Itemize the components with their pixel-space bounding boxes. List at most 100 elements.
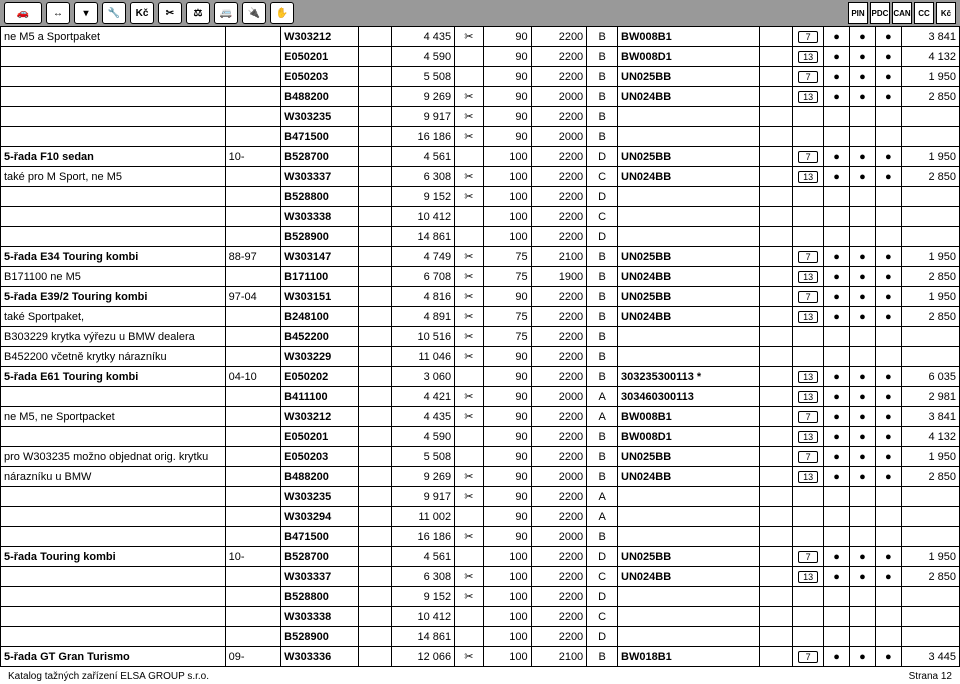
cell: ●: [875, 67, 901, 87]
cell: [850, 627, 876, 647]
page-label: Strana 12: [909, 671, 952, 682]
cell: 1 950: [901, 547, 959, 567]
cell: BW008B1: [618, 27, 760, 47]
cell: [358, 87, 391, 107]
cell: [225, 387, 281, 407]
cell: [824, 587, 850, 607]
cell: [901, 127, 959, 147]
cell: [824, 127, 850, 147]
cell: 90: [483, 467, 531, 487]
cell: [358, 187, 391, 207]
tag-pin: PIN: [848, 2, 868, 24]
tag-cc: CC: [914, 2, 934, 24]
cell: [618, 127, 760, 147]
cell: ●: [850, 567, 876, 587]
cell: D: [587, 627, 618, 647]
cell: [875, 627, 901, 647]
cell: [455, 427, 483, 447]
table-row: W30333810 4121002200C: [1, 607, 960, 627]
cell: 2200: [531, 227, 587, 247]
cell: ●: [850, 547, 876, 567]
cell: 90: [483, 367, 531, 387]
cell: 1 950: [901, 247, 959, 267]
cell: [358, 447, 391, 467]
table-row: B5288009 152✂1002200D: [1, 587, 960, 607]
cell: [875, 347, 901, 367]
cell: 5-řada F10 sedan: [1, 147, 226, 167]
cell: BW018B1: [618, 647, 760, 667]
cell: 100: [483, 207, 531, 227]
cell: 100: [483, 567, 531, 587]
table-row: pro W303235 možno objednat orig. krytkuE…: [1, 447, 960, 467]
cell: E050203: [281, 67, 359, 87]
cell: ✂: [455, 247, 483, 267]
cell: 2200: [531, 407, 587, 427]
cell: [759, 167, 792, 187]
table-row: B47150016 186✂902000B: [1, 527, 960, 547]
cell: [850, 607, 876, 627]
cell: ●: [875, 547, 901, 567]
cell: [824, 607, 850, 627]
cell: [850, 127, 876, 147]
cell: [793, 587, 824, 607]
cell: 4 435: [392, 407, 455, 427]
table-row: B171100 ne M5B1711006 708✂751900BUN024BB…: [1, 267, 960, 287]
cell: [225, 407, 281, 427]
table-row: 5-řada F10 sedan10-B5287004 5611002200DU…: [1, 147, 960, 167]
kc-icon: Kč: [130, 2, 154, 24]
cell: [875, 127, 901, 147]
scissors-icon: ✂: [158, 2, 182, 24]
cell: [793, 207, 824, 227]
cell: 5-řada E39/2 Touring kombi: [1, 287, 226, 307]
cell: 75: [483, 267, 531, 287]
cell: [455, 507, 483, 527]
cell: [824, 507, 850, 527]
cell: BW008B1: [618, 407, 760, 427]
cell: [759, 587, 792, 607]
cell: 3 060: [392, 367, 455, 387]
cell: 10-: [225, 147, 281, 167]
cell: ●: [824, 167, 850, 187]
cell: 10 516: [392, 327, 455, 347]
cell: 2200: [531, 187, 587, 207]
cell: [824, 187, 850, 207]
cell: ●: [875, 427, 901, 447]
cell: 2200: [531, 27, 587, 47]
cell: ●: [875, 167, 901, 187]
cell: [875, 227, 901, 247]
tool-icon: 🔧: [102, 2, 126, 24]
cell: 2000: [531, 467, 587, 487]
cell: [358, 387, 391, 407]
cell: BW008D1: [618, 47, 760, 67]
cell: 2 850: [901, 467, 959, 487]
cell: W303235: [281, 487, 359, 507]
cell: 2200: [531, 587, 587, 607]
cell: [759, 47, 792, 67]
cell: 13: [793, 567, 824, 587]
tag-can: CAN: [892, 2, 912, 24]
cell: 4 132: [901, 427, 959, 447]
cell: 1 950: [901, 447, 959, 467]
cell: C: [587, 567, 618, 587]
cell: W303294: [281, 507, 359, 527]
cell: ✂: [455, 267, 483, 287]
cell: [824, 227, 850, 247]
cell: D: [587, 587, 618, 607]
cell: [901, 507, 959, 527]
cell: ●: [875, 407, 901, 427]
cell: ✂: [455, 487, 483, 507]
cell: [759, 107, 792, 127]
cell: 2 850: [901, 307, 959, 327]
cell: [759, 547, 792, 567]
cell: [759, 487, 792, 507]
cell: ●: [875, 567, 901, 587]
cell: [875, 507, 901, 527]
table-row: B303229 krytka výřezu u BMW dealeraB4522…: [1, 327, 960, 347]
cell: ●: [824, 47, 850, 67]
cell: E050201: [281, 427, 359, 447]
cell: 75: [483, 307, 531, 327]
cell: 2200: [531, 147, 587, 167]
cell: [793, 127, 824, 147]
cell: ●: [875, 27, 901, 47]
cell: 12 066: [392, 647, 455, 667]
